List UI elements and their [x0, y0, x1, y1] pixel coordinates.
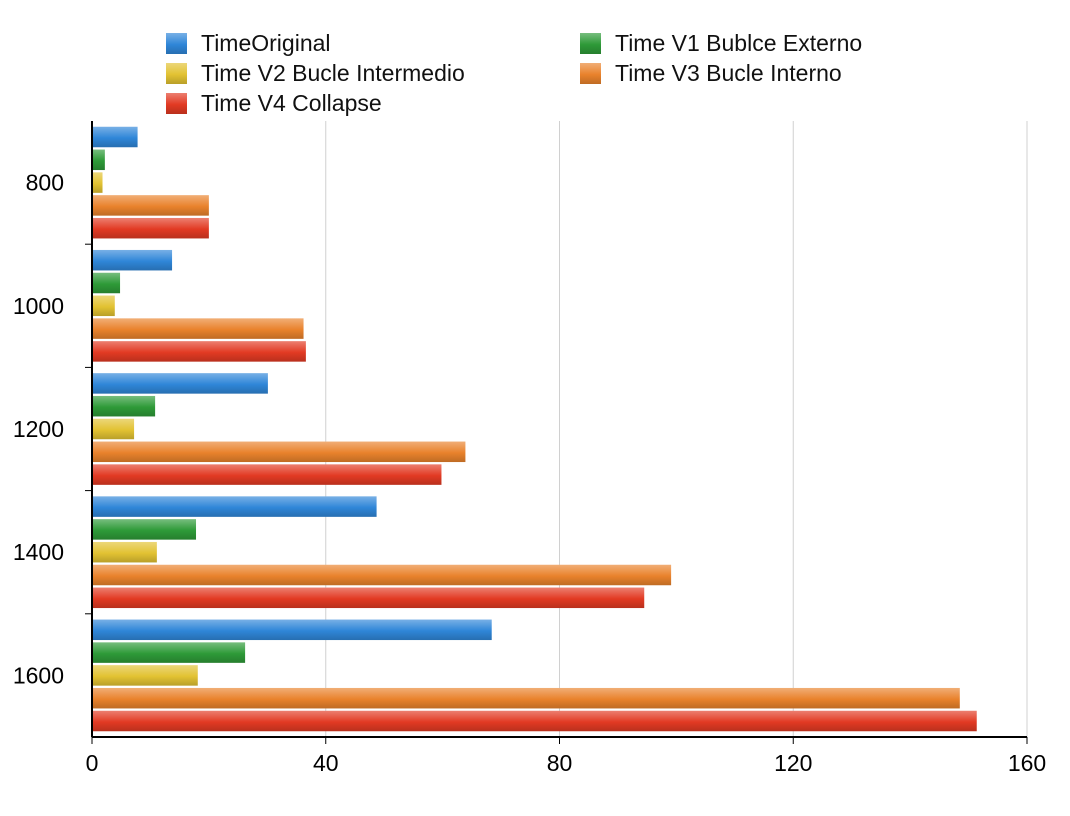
bar-1400-1 — [92, 519, 197, 540]
y-tick-label: 1000 — [13, 293, 64, 319]
bar-1600-1 — [92, 642, 246, 663]
x-tick-label: 160 — [1008, 750, 1046, 776]
bar-1200-1 — [92, 395, 156, 417]
bar-800-2 — [92, 172, 103, 193]
axes: 0 40 80 120 160 800 1000 1200 1400 1600 — [13, 121, 1046, 776]
x-tick-label: 80 — [547, 750, 573, 776]
bar-800-1 — [92, 149, 105, 171]
bar-1400-3 — [92, 564, 672, 586]
legend-swatch-3 — [580, 63, 601, 84]
legend-label-0: TimeOriginal — [201, 30, 331, 56]
bar-800-4 — [92, 217, 209, 239]
x-tick-label: 40 — [313, 750, 339, 776]
bar-1200-0 — [92, 373, 268, 394]
bar-1400-2 — [92, 541, 157, 563]
legend-label-2: Time V2 Bucle Intermedio — [201, 60, 465, 86]
legend-label-1: Time V1 Bublce Externo — [615, 30, 862, 56]
y-tick-label: 800 — [26, 170, 64, 196]
bar-1400-0 — [92, 496, 377, 517]
legend-label-4: Time V4 Collapse — [201, 90, 382, 116]
bar-1600-3 — [92, 687, 960, 709]
legend-swatch-2 — [166, 63, 187, 84]
bar-1600-0 — [92, 619, 492, 641]
y-tick-label: 1600 — [13, 662, 64, 688]
bar-1000-4 — [92, 341, 306, 362]
legend-label-3: Time V3 Bucle Interno — [615, 60, 842, 86]
bar-1200-3 — [92, 441, 466, 463]
legend-swatch-4 — [166, 93, 187, 114]
bars — [92, 126, 977, 732]
bar-1200-4 — [92, 464, 442, 485]
bar-1000-1 — [92, 272, 121, 294]
gridlines — [325, 121, 1028, 737]
bar-800-3 — [92, 195, 209, 216]
legend-swatch-1 — [580, 33, 601, 54]
bar-1600-4 — [92, 710, 977, 732]
bar-1600-2 — [92, 665, 198, 686]
bar-800-0 — [92, 126, 138, 148]
x-tick-label: 0 — [86, 750, 99, 776]
bar-1000-2 — [92, 295, 115, 317]
y-tick-label: 1200 — [13, 416, 64, 442]
legend-swatch-0 — [166, 33, 187, 54]
y-tick-label: 1400 — [13, 539, 64, 565]
bar-1000-3 — [92, 318, 304, 339]
legend: TimeOriginal Time V1 Bublce Externo Time V… — [166, 30, 862, 116]
bar-1000-0 — [92, 249, 173, 271]
bar-1400-4 — [92, 587, 645, 609]
x-tick-label: 120 — [774, 750, 812, 776]
bar-1200-2 — [92, 418, 135, 440]
